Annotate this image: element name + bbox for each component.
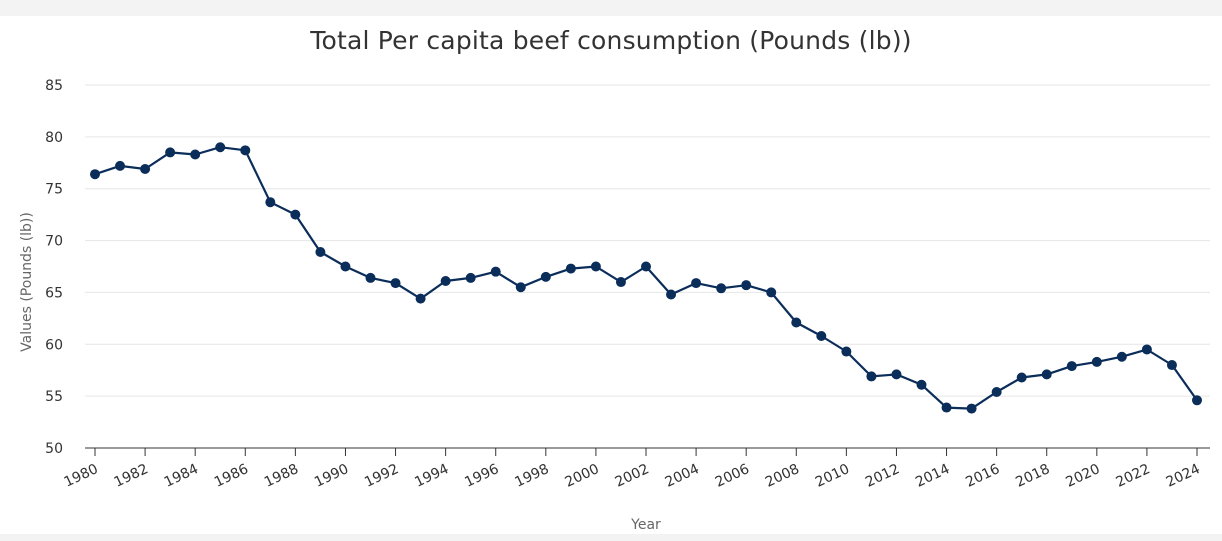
- x-tick-label: 2002: [613, 461, 652, 491]
- data-point[interactable]: [766, 287, 777, 298]
- data-point[interactable]: [1016, 372, 1027, 383]
- x-tick-label: 1994: [412, 461, 451, 491]
- data-point[interactable]: [265, 197, 276, 208]
- data-point[interactable]: [691, 278, 702, 289]
- data-point[interactable]: [916, 379, 927, 390]
- x-tick-label: 2022: [1114, 461, 1153, 491]
- x-tick-label: 2016: [963, 461, 1002, 491]
- data-point[interactable]: [866, 371, 877, 382]
- data-point[interactable]: [1192, 395, 1202, 406]
- x-tick-label: 1992: [362, 461, 401, 491]
- y-tick-label: 50: [45, 441, 63, 457]
- data-point[interactable]: [340, 261, 351, 272]
- x-tick-label: 2012: [863, 461, 902, 491]
- x-tick-label: 1998: [512, 461, 551, 491]
- data-point[interactable]: [315, 246, 326, 257]
- data-point[interactable]: [1141, 344, 1152, 355]
- y-tick-label: 60: [45, 337, 63, 353]
- data-point[interactable]: [1091, 356, 1102, 367]
- data-point[interactable]: [365, 272, 376, 283]
- x-axis-title: Year: [630, 517, 661, 533]
- x-tick-label: 1980: [62, 461, 101, 491]
- x-tick-label: 1996: [462, 461, 501, 491]
- data-point[interactable]: [490, 266, 501, 277]
- y-tick-label: 55: [45, 389, 63, 405]
- y-tick-label: 80: [45, 130, 63, 146]
- data-point[interactable]: [565, 263, 576, 274]
- data-point[interactable]: [1066, 361, 1077, 372]
- y-tick-label: 75: [45, 182, 63, 198]
- data-point[interactable]: [891, 369, 902, 380]
- data-point[interactable]: [415, 293, 426, 304]
- data-point[interactable]: [1116, 351, 1127, 362]
- data-point[interactable]: [140, 164, 151, 175]
- data-point[interactable]: [90, 169, 100, 180]
- data-point[interactable]: [641, 261, 651, 272]
- data-point[interactable]: [816, 330, 827, 341]
- x-tick-label: 1982: [112, 461, 151, 491]
- y-axis-title: Values (Pounds (lb)): [19, 212, 35, 352]
- x-tick-label: 2010: [813, 461, 852, 491]
- data-point[interactable]: [540, 271, 551, 282]
- x-tick-label: 1990: [312, 461, 351, 491]
- data-point[interactable]: [240, 145, 251, 156]
- data-point[interactable]: [590, 261, 601, 272]
- data-point[interactable]: [215, 142, 226, 153]
- x-tick-label: 1984: [162, 461, 201, 491]
- data-point[interactable]: [741, 280, 752, 291]
- series-line: [94, 146, 1198, 410]
- data-point[interactable]: [290, 209, 301, 220]
- data-point[interactable]: [465, 272, 476, 283]
- x-tick-label: 1986: [212, 461, 251, 491]
- data-point[interactable]: [615, 277, 626, 288]
- y-tick-label: 85: [45, 78, 63, 94]
- data-point[interactable]: [991, 386, 1002, 397]
- line-chart: 50 55 60 65 70 75 80 85 1980 1982 1984 1986 1988 199…: [19, 78, 1210, 533]
- chart-card: Total Per capita beef consumption (Pound…: [0, 16, 1222, 534]
- data-point[interactable]: [515, 282, 526, 293]
- data-point[interactable]: [941, 402, 952, 413]
- y-tick-label: 65: [45, 285, 63, 301]
- chart-title: Total Per capita beef consumption (Pound…: [310, 26, 912, 55]
- data-point[interactable]: [1166, 360, 1177, 371]
- data-point[interactable]: [115, 160, 126, 171]
- data-point[interactable]: [841, 346, 852, 357]
- x-tick-label: 2008: [763, 461, 802, 491]
- x-tick-label: 2020: [1063, 461, 1102, 491]
- data-point[interactable]: [390, 278, 401, 289]
- x-tick-label: 2000: [563, 461, 602, 491]
- data-point[interactable]: [190, 149, 201, 160]
- data-point[interactable]: [666, 289, 677, 300]
- x-tick-label: 2004: [663, 461, 702, 491]
- series-layer: [90, 142, 1202, 414]
- grid-lines: [85, 84, 1210, 397]
- x-tick-label: 2018: [1013, 461, 1052, 491]
- x-tick-label: 2014: [913, 461, 952, 491]
- data-point[interactable]: [791, 317, 802, 328]
- x-tick-label: 2006: [713, 461, 752, 491]
- x-tick-label: 2024: [1164, 461, 1203, 491]
- x-axis-ticks: 1980 1982 1984 1986 1988 1990 1992 1994 1996 1998…: [62, 448, 1203, 491]
- data-point[interactable]: [440, 276, 451, 287]
- data-point[interactable]: [966, 403, 977, 414]
- x-tick-label: 1988: [262, 461, 301, 491]
- data-point[interactable]: [716, 283, 727, 294]
- y-axis-ticks: 50 55 60 65 70 75 80 85: [45, 78, 63, 457]
- data-point[interactable]: [165, 147, 176, 158]
- y-tick-label: 70: [45, 234, 63, 250]
- data-point[interactable]: [1041, 369, 1052, 380]
